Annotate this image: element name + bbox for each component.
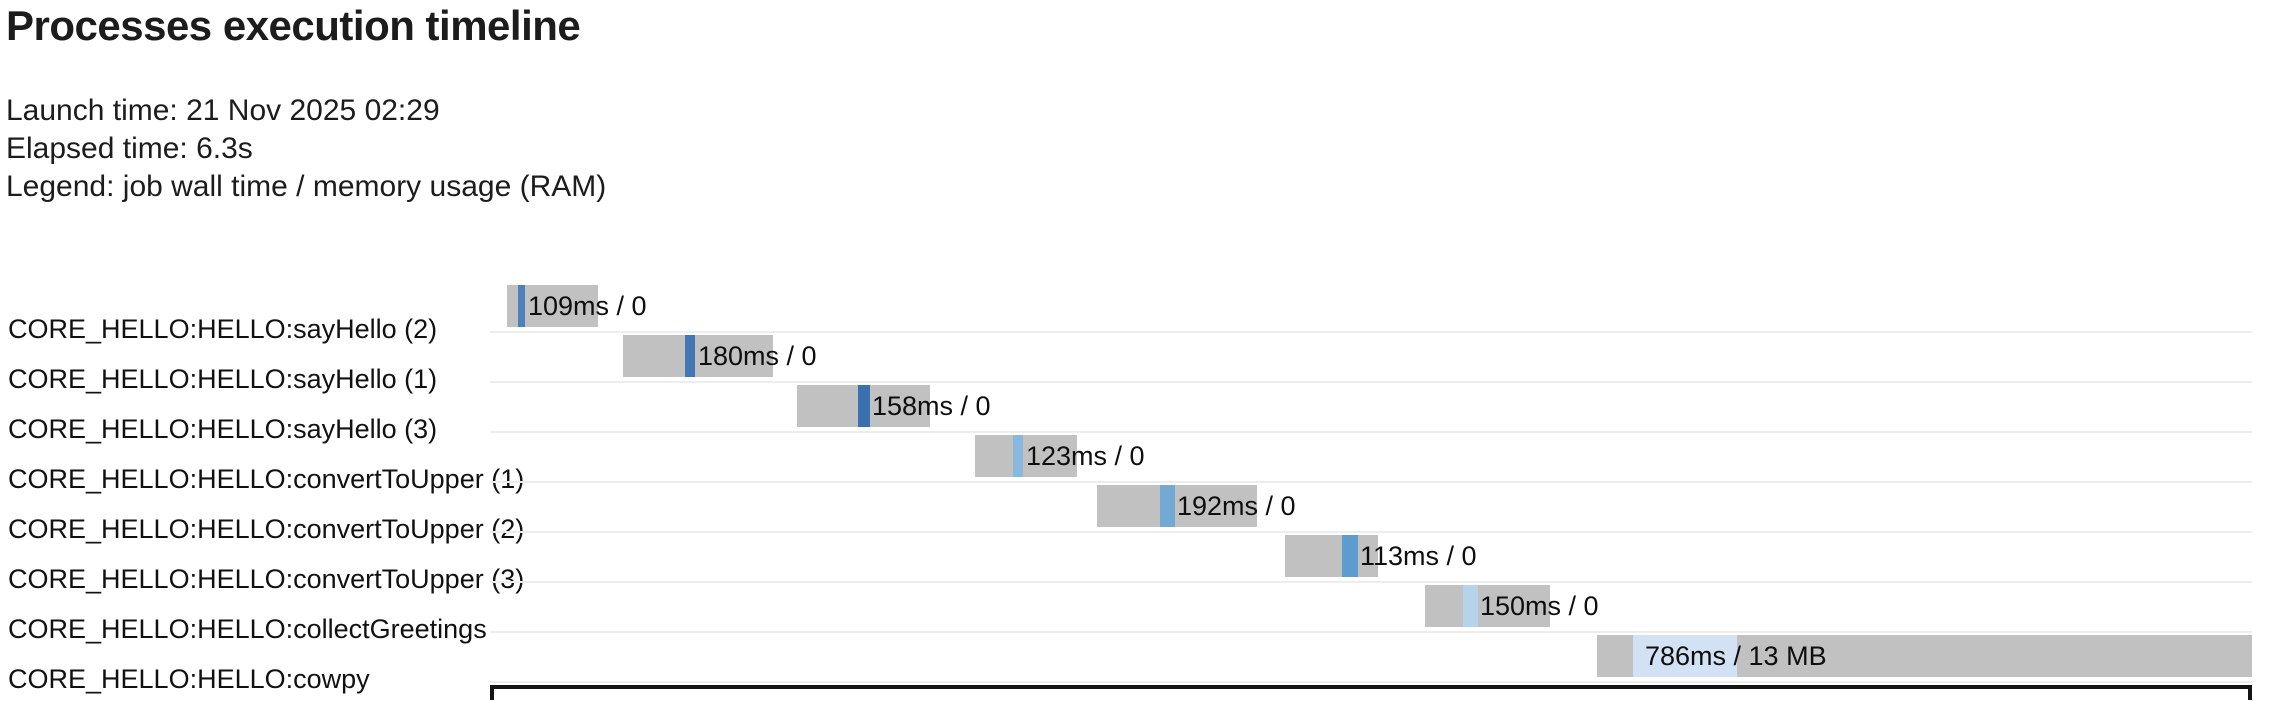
row-separator	[490, 431, 2252, 433]
task-run-interval	[1160, 485, 1175, 527]
row-separator	[490, 481, 2252, 483]
task-bar	[507, 285, 598, 327]
task-run-interval	[518, 285, 525, 327]
task-bar	[975, 435, 1077, 477]
task-bar	[1097, 485, 1257, 527]
task-stats-label: 123ms / 0	[1026, 441, 1145, 471]
task-run-interval	[685, 335, 695, 377]
process-label: CORE_HELLO:HELLO:convertToUpper (3)	[8, 564, 525, 594]
task-stats-label: 180ms / 0	[698, 341, 817, 371]
process-label: CORE_HELLO:HELLO:collectGreetings	[8, 614, 487, 644]
task-stats-label: 150ms / 0	[1480, 591, 1599, 621]
task-run-interval	[858, 385, 870, 427]
task-bar	[623, 335, 773, 377]
elapsed-time-line: Elapsed time: 6.3s	[6, 132, 253, 165]
page-title: Processes execution timeline	[6, 2, 581, 49]
task-stats-label: 192ms / 0	[1177, 491, 1296, 521]
process-label: CORE_HELLO:HELLO:sayHello (1)	[8, 364, 438, 394]
row-separator	[490, 581, 2252, 583]
row-separator	[490, 331, 2252, 333]
bottom-panel-border	[490, 685, 2252, 700]
task-bar	[1597, 635, 2252, 677]
row-separator	[490, 381, 2252, 383]
task-run-interval	[1463, 585, 1478, 627]
row-separator	[490, 631, 2252, 633]
process-label: CORE_HELLO:HELLO:sayHello (3)	[8, 414, 438, 444]
task-stats-label: 786ms / 13 MB	[1645, 641, 1827, 671]
task-run-interval	[1013, 435, 1023, 477]
task-stats-label: 113ms / 0	[1360, 541, 1477, 571]
process-label: CORE_HELLO:HELLO:convertToUpper (1)	[8, 464, 525, 494]
task-stats-label: 158ms / 0	[872, 391, 991, 421]
report-meta: Launch time: 21 Nov 2025 02:29 Elapsed t…	[6, 92, 606, 206]
task-bar	[797, 385, 930, 427]
task-bar	[1285, 535, 1378, 577]
task-stats-label: 109ms / 0	[528, 291, 647, 321]
legend-line: Legend: job wall time / memory usage (RA…	[6, 170, 607, 203]
task-bar	[1425, 585, 1550, 627]
task-run-interval	[1633, 635, 1737, 677]
task-run-interval	[1342, 535, 1358, 577]
process-label: CORE_HELLO:HELLO:cowpy	[8, 664, 370, 694]
launch-time-line: Launch time: 21 Nov 2025 02:29	[6, 94, 440, 127]
row-separator	[490, 531, 2252, 533]
process-label: CORE_HELLO:HELLO:sayHello (2)	[8, 314, 438, 344]
row-separator	[490, 681, 2252, 683]
process-label: CORE_HELLO:HELLO:convertToUpper (2)	[8, 514, 525, 544]
